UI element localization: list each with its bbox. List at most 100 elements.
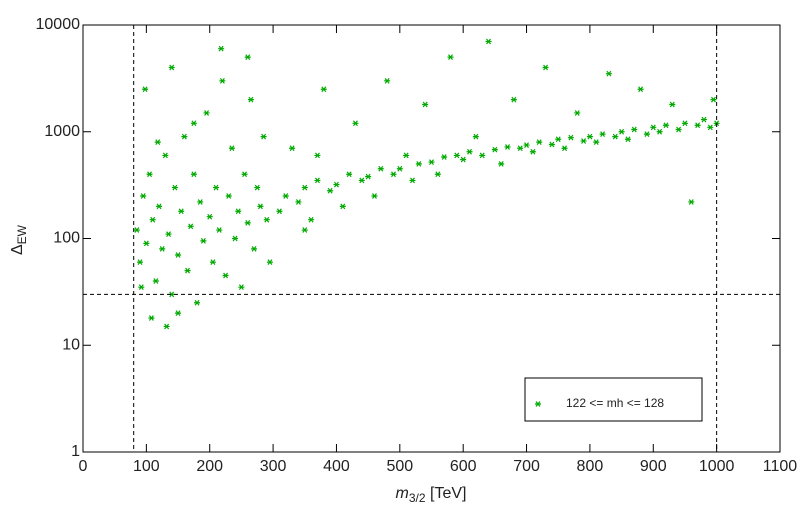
point <box>409 177 416 184</box>
point <box>599 131 606 138</box>
point <box>163 323 170 330</box>
point <box>266 259 273 266</box>
point <box>254 184 261 191</box>
point <box>415 161 422 167</box>
point <box>244 54 251 61</box>
point <box>206 213 213 220</box>
point <box>301 227 308 233</box>
point <box>257 203 264 210</box>
point <box>218 45 225 52</box>
point <box>165 231 172 237</box>
point <box>138 284 145 291</box>
point <box>390 171 397 178</box>
point <box>260 133 267 140</box>
point <box>574 110 581 116</box>
point <box>510 96 517 103</box>
point <box>365 173 372 180</box>
point <box>181 133 188 140</box>
legend-marker <box>535 401 541 407</box>
x-tick-label: 200 <box>196 458 223 475</box>
y-tick-label: 1 <box>71 443 80 460</box>
point <box>460 156 467 163</box>
point <box>232 235 239 242</box>
x-tick-label: 1100 <box>763 458 798 475</box>
x-tick-label: 300 <box>260 458 287 475</box>
point <box>561 145 568 152</box>
point <box>352 120 359 127</box>
point <box>219 77 226 84</box>
point <box>222 272 229 279</box>
point <box>529 148 536 155</box>
point <box>485 38 492 45</box>
point <box>681 120 688 127</box>
point <box>140 193 147 199</box>
point <box>605 70 612 77</box>
point <box>662 122 669 129</box>
point <box>327 187 334 194</box>
x-tick-label: 900 <box>640 458 667 475</box>
point <box>213 184 220 191</box>
point <box>162 152 169 159</box>
point <box>247 96 254 103</box>
point <box>700 116 707 123</box>
point <box>143 240 150 247</box>
y-tick-label: 10000 <box>36 16 81 33</box>
point <box>263 216 270 223</box>
point <box>301 184 308 191</box>
point <box>707 124 714 131</box>
point <box>593 139 600 145</box>
point <box>314 177 321 184</box>
point <box>447 54 454 61</box>
point <box>133 227 140 233</box>
point <box>428 159 435 165</box>
point <box>154 139 161 145</box>
y-tick-label: 100 <box>53 230 80 247</box>
point <box>216 227 223 233</box>
point <box>453 152 460 159</box>
point <box>235 208 242 215</box>
point <box>358 177 365 184</box>
y-tick-label: 1000 <box>44 123 80 140</box>
point <box>175 252 182 258</box>
x-tick-label: 800 <box>577 458 604 475</box>
point <box>289 145 296 152</box>
point <box>171 184 178 191</box>
point <box>282 193 289 199</box>
x-axis-label: m3/2 [TeV] <box>396 485 467 505</box>
legend-label: 122 <= mh <= 128 <box>566 396 664 410</box>
point <box>225 193 232 199</box>
point <box>580 138 587 144</box>
point <box>142 86 149 93</box>
point <box>197 199 204 205</box>
point <box>675 126 682 133</box>
point <box>346 171 353 178</box>
point <box>203 110 210 116</box>
point <box>624 136 631 143</box>
point <box>384 77 391 84</box>
x-tick-label: 700 <box>513 458 540 475</box>
point <box>548 141 555 148</box>
x-tick-label: 100 <box>133 458 160 475</box>
point <box>238 284 245 291</box>
point <box>396 165 403 172</box>
point <box>710 96 717 103</box>
x-tick-label: 0 <box>79 458 88 475</box>
x-tick-label: 400 <box>323 458 350 475</box>
point <box>650 124 657 131</box>
point <box>491 146 498 153</box>
point <box>194 299 201 306</box>
point <box>637 86 644 93</box>
point <box>148 315 155 321</box>
point <box>542 64 549 71</box>
point <box>612 133 619 140</box>
point <box>178 208 185 215</box>
point <box>656 128 663 135</box>
x-tick-label: 500 <box>386 458 413 475</box>
point <box>175 310 182 316</box>
point <box>618 128 625 135</box>
point <box>472 133 479 140</box>
point <box>190 171 197 178</box>
point <box>422 101 429 108</box>
point <box>669 101 676 108</box>
